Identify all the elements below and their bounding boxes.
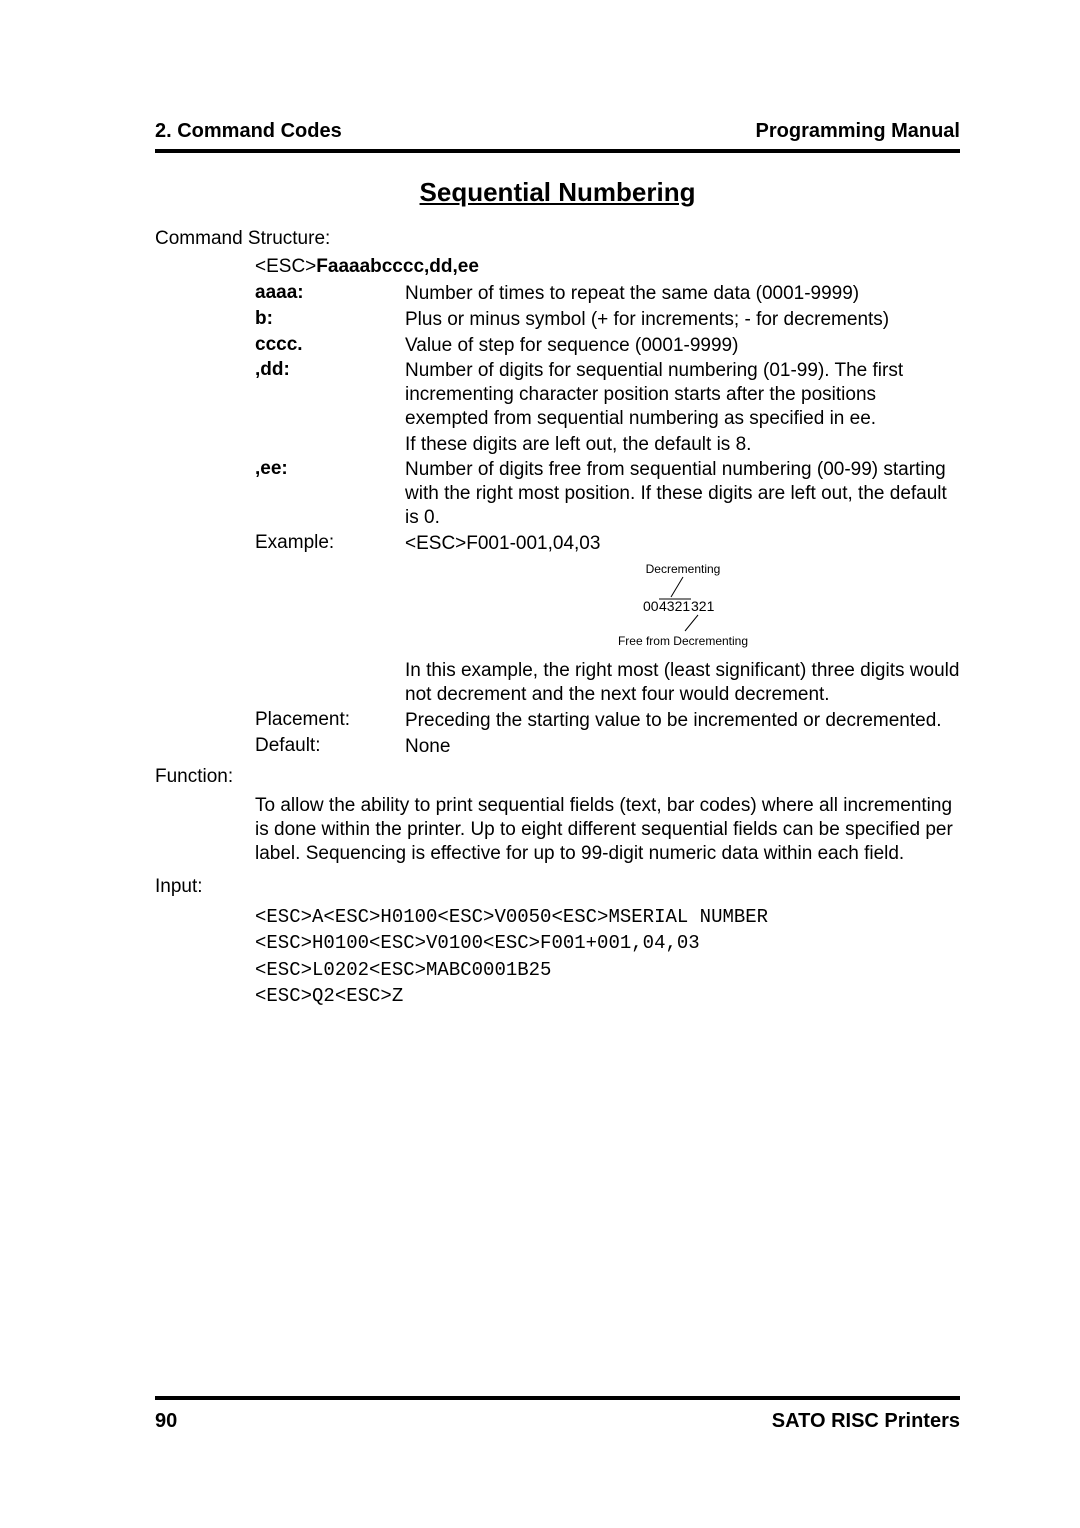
input-label: Input: (155, 876, 960, 898)
code-block: <ESC>A<ESC>H0100<ESC>V0050<ESC>MSERIAL N… (255, 904, 960, 1010)
diagram-top-label: Decrementing (645, 562, 720, 576)
param-row: cccc. Value of step for sequence (0001-9… (255, 334, 960, 358)
default-desc: None (405, 735, 960, 759)
param-row: b: Plus or minus symbol (+ for increment… (255, 308, 960, 332)
function-body: To allow the ability to print sequential… (255, 794, 960, 865)
diagram-arrow-top (671, 577, 683, 597)
footer-rule (155, 1396, 960, 1400)
example-row: Example: <ESC>F001-001,04,03 (255, 532, 960, 556)
param-row: aaaa: Number of times to repeat the same… (255, 282, 960, 306)
diagram-pre: 00 (643, 598, 659, 614)
default-row: Default: None (255, 735, 960, 759)
param-row: If these digits are left out, the defaul… (255, 433, 960, 457)
example-desc-row: In this example, the right most (least s… (255, 659, 960, 707)
diagram-svg: Decrementing 00 4321 321 Free from Decre… (573, 561, 793, 651)
header-left: 2. Command Codes (155, 120, 342, 143)
esc-bold: Faaaabcccc,dd,ee (316, 256, 479, 277)
example-value: <ESC>F001-001,04,03 (405, 532, 960, 556)
param-label: cccc. (255, 334, 405, 358)
command-structure-label: Command Structure: (155, 228, 960, 250)
page-header: 2. Command Codes Programming Manual (155, 120, 960, 143)
placement-desc: Preceding the starting value to be incre… (405, 709, 960, 733)
param-label: ,dd: (255, 359, 405, 430)
page-footer: 90 SATO RISC Printers (155, 1396, 960, 1433)
default-label: Default: (255, 735, 405, 759)
header-right: Programming Manual (756, 120, 960, 143)
footer-left: 90 (155, 1410, 177, 1433)
placement-label: Placement: (255, 709, 405, 733)
param-desc: Number of digits free from sequential nu… (405, 458, 960, 529)
param-label (255, 433, 405, 457)
diagram: Decrementing 00 4321 321 Free from Decre… (405, 561, 960, 651)
param-row: ,ee: Number of digits free from sequenti… (255, 458, 960, 529)
placement-row: Placement: Preceding the starting value … (255, 709, 960, 733)
param-label: aaaa: (255, 282, 405, 306)
param-desc: If these digits are left out, the defaul… (405, 433, 960, 457)
param-label: ,ee: (255, 458, 405, 529)
diagram-bottom-label: Free from Decrementing (617, 634, 747, 648)
param-row: ,dd: Number of digits for sequential num… (255, 359, 960, 430)
esc-command-line: <ESC>Faaaabcccc,dd,ee (255, 256, 960, 278)
esc-prefix: <ESC> (255, 256, 316, 277)
function-label: Function: (155, 766, 960, 788)
param-desc: Number of times to repeat the same data … (405, 282, 960, 306)
param-label: b: (255, 308, 405, 332)
diagram-arrow-bottom (685, 615, 698, 631)
example-label: Example: (255, 532, 405, 556)
param-desc: Plus or minus symbol (+ for increments; … (405, 308, 960, 332)
param-desc: Number of digits for sequential numberin… (405, 359, 960, 430)
diagram-over: 4321 (659, 598, 690, 614)
example-desc: In this example, the right most (least s… (405, 659, 960, 707)
page-title: Sequential Numbering (155, 177, 960, 208)
footer-right: SATO RISC Printers (772, 1410, 960, 1433)
header-rule (155, 149, 960, 153)
param-desc: Value of step for sequence (0001-9999) (405, 334, 960, 358)
diagram-post: 321 (691, 598, 715, 614)
